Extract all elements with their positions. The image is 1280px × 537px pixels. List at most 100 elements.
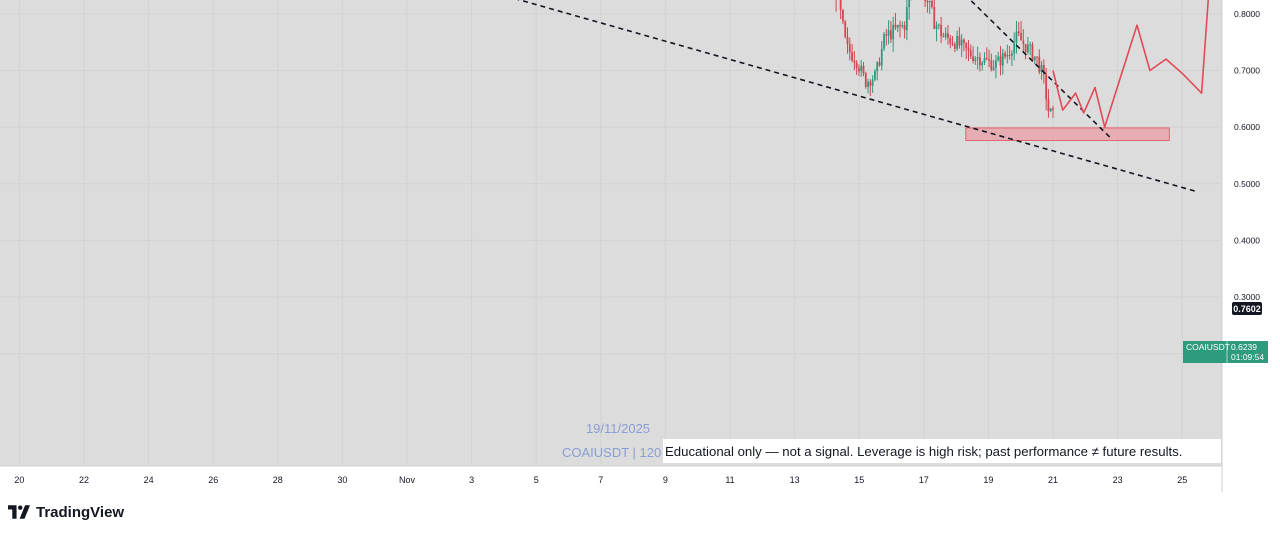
candle-body <box>887 30 890 36</box>
candle-body <box>995 60 997 68</box>
candle-body <box>876 62 879 72</box>
candle-body <box>965 42 968 49</box>
x-tick-label: 17 <box>919 475 929 485</box>
candle-body <box>972 56 974 62</box>
candle-body <box>905 7 908 31</box>
candle-body <box>901 25 904 27</box>
x-tick-label: 7 <box>598 475 603 485</box>
candle-body <box>947 33 949 38</box>
time-axis: 20 22 24 26 28 30 Nov 3 5 7 9 11 13 15 17 19 21 23 25 <box>14 475 1187 485</box>
candle-body <box>958 35 961 46</box>
x-tick-label: 22 <box>79 475 89 485</box>
candle-body <box>908 0 911 8</box>
x-tick-label: 13 <box>790 475 800 485</box>
candle-body <box>899 24 901 27</box>
y-tick-label: 0.5000 <box>1234 179 1260 189</box>
candle-body <box>1024 43 1027 53</box>
candle-body <box>858 67 860 72</box>
time-scale-background <box>0 466 1222 492</box>
candle-body <box>967 48 970 51</box>
x-tick-label: 26 <box>208 475 218 485</box>
tradingview-logo-icon <box>8 505 30 519</box>
x-tick-label: 21 <box>1048 475 1058 485</box>
projection-path <box>1052 0 1210 128</box>
candle-body <box>878 62 881 66</box>
candle-body <box>1042 65 1045 75</box>
candle-body <box>1011 53 1013 56</box>
x-tick-label: 3 <box>469 475 474 485</box>
tradingview-wordmark: TradingView <box>36 503 125 521</box>
candle-body <box>933 7 936 29</box>
trendlines-layer <box>517 0 1196 192</box>
candle-body <box>974 58 977 62</box>
disclaimer-text: Educational only — not a signal. Leverag… <box>665 444 1182 459</box>
candle-body <box>992 67 995 70</box>
symbol-tag-name: COAIUSDT <box>1186 342 1230 352</box>
candle-body <box>1036 56 1038 58</box>
x-tick-label: 23 <box>1113 475 1123 485</box>
branding: TradingView <box>8 500 124 524</box>
last-price-label: 0.7602 <box>1233 304 1261 314</box>
candle-body <box>889 30 892 40</box>
candle-body <box>985 58 988 60</box>
candle-body <box>1045 74 1048 100</box>
symbol-tag-price: 0.6239 <box>1231 342 1257 352</box>
candle-body <box>903 25 906 31</box>
price-scale-background <box>1222 0 1280 492</box>
candle-body <box>874 71 876 80</box>
candle-body <box>935 25 938 29</box>
candle-body <box>931 0 933 8</box>
candle-body <box>944 33 947 37</box>
candle-body <box>844 21 847 38</box>
candle-body <box>1006 54 1009 57</box>
candle-body <box>839 0 842 11</box>
candle-body <box>842 10 844 22</box>
support-zone-layer <box>965 127 1170 141</box>
candle-body <box>848 44 851 53</box>
candle-body <box>1013 42 1016 54</box>
candle-body <box>953 44 956 49</box>
candle-body <box>855 62 858 68</box>
last-price-tag: 0.7602 <box>1232 302 1262 315</box>
disclaimer-background <box>663 439 1221 463</box>
trendline-lower <box>517 0 1196 192</box>
candle-body <box>1020 33 1022 41</box>
candle-body <box>1017 31 1020 34</box>
symbol-price-tag: COAIUSDT 0.6239 01:09:54 <box>1183 341 1268 363</box>
x-tick-label: 20 <box>14 475 24 485</box>
symbol-tag-countdown: 01:09:54 <box>1231 352 1264 362</box>
watermark-date: 19/11/2025 <box>586 421 650 436</box>
y-tick-label: 0.7000 <box>1234 65 1260 75</box>
candle-body <box>871 79 874 86</box>
candle-body <box>880 48 883 66</box>
candles-layer <box>835 0 1054 119</box>
candle-body <box>869 81 872 86</box>
candle-body <box>1001 53 1004 66</box>
candle-body <box>1004 53 1006 57</box>
candle-body <box>1040 65 1043 72</box>
x-tick-label: 28 <box>273 475 283 485</box>
candle-body <box>896 24 899 28</box>
candle-body <box>1022 40 1025 44</box>
support-zone <box>965 127 1170 141</box>
candle-body <box>1026 44 1029 53</box>
candle-body <box>883 34 885 49</box>
x-tick-label: 5 <box>534 475 539 485</box>
candle-body <box>851 52 853 61</box>
candle-body <box>1029 44 1032 46</box>
candle-body <box>988 59 990 61</box>
candle-body <box>1031 44 1034 61</box>
candle-body <box>1038 56 1041 72</box>
candle-body <box>1047 99 1050 112</box>
candle-body <box>846 37 849 45</box>
trendline-upper <box>969 0 1112 140</box>
candle-body <box>981 62 984 66</box>
candle-body <box>979 57 981 66</box>
grid <box>0 0 1222 466</box>
candle-body <box>976 57 979 59</box>
x-tick-label: 19 <box>983 475 993 485</box>
candle-body <box>940 24 943 37</box>
candle-body <box>860 65 863 72</box>
